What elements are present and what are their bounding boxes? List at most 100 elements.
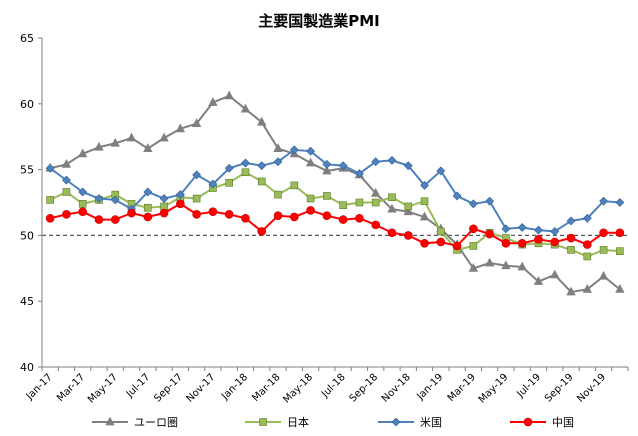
- series-line: [49, 94, 621, 294]
- data-point: [388, 193, 396, 202]
- data-point: [517, 238, 527, 248]
- legend-label: 米国: [420, 416, 442, 429]
- x-tick-label: May-18: [281, 372, 315, 406]
- data-point: [501, 260, 511, 270]
- data-point: [306, 206, 315, 215]
- data-point: [290, 181, 299, 190]
- data-point: [143, 143, 153, 152]
- data-point: [550, 237, 560, 247]
- legend-label: 中国: [552, 416, 574, 429]
- data-point: [94, 215, 104, 224]
- data-point: [322, 165, 332, 175]
- data-point: [566, 216, 576, 226]
- series-3: [45, 199, 625, 251]
- data-point: [371, 157, 381, 167]
- data-point: [257, 116, 267, 126]
- data-point: [436, 237, 446, 247]
- data-point: [224, 163, 234, 173]
- data-point: [501, 224, 511, 234]
- data-point: [599, 246, 608, 254]
- data-point: [355, 213, 364, 223]
- data-point: [420, 238, 429, 248]
- data-point: [175, 190, 185, 200]
- data-point: [257, 227, 267, 236]
- legend: ユーロ圏 日本 米国 中国: [92, 415, 574, 429]
- x-tick-label: Jul-17: [124, 372, 153, 401]
- data-point: [452, 241, 462, 251]
- data-point: [566, 233, 576, 243]
- data-point: [387, 203, 397, 213]
- data-point: [78, 187, 88, 197]
- data-point: [126, 132, 137, 142]
- data-point: [598, 270, 609, 280]
- y-tick-label: 45: [20, 295, 34, 308]
- data-point: [144, 203, 152, 212]
- legend-label: 日本: [287, 415, 309, 429]
- x-tick-label: Nov-18: [380, 372, 413, 405]
- data-point: [339, 201, 347, 209]
- data-point: [240, 103, 251, 113]
- data-point: [534, 235, 543, 244]
- data-point: [241, 158, 250, 168]
- data-point: [420, 180, 429, 190]
- data-point: [208, 179, 218, 189]
- y-tick-label: 55: [20, 164, 34, 177]
- data-point: [582, 213, 592, 223]
- data-point: [550, 227, 560, 236]
- data-point: [468, 199, 478, 209]
- x-tick-label: Mar-18: [250, 372, 282, 404]
- data-point: [143, 212, 153, 222]
- data-point: [469, 224, 478, 234]
- data-point: [241, 213, 250, 223]
- data-point: [533, 276, 544, 285]
- data-point: [78, 207, 87, 217]
- data-point: [582, 284, 592, 293]
- series-0: [45, 90, 625, 296]
- data-point: [615, 284, 625, 293]
- data-point: [192, 170, 202, 180]
- data-point: [274, 190, 282, 199]
- data-point: [176, 199, 185, 209]
- data-point: [338, 161, 348, 171]
- data-point: [615, 228, 625, 238]
- data-point: [403, 231, 413, 240]
- data-point: [208, 97, 218, 106]
- data-point: [468, 262, 479, 272]
- data-point: [257, 177, 266, 186]
- chart-title: 主要国製造業PMI: [258, 12, 380, 30]
- y-tick-label: 60: [20, 98, 34, 111]
- data-point: [371, 187, 381, 197]
- data-point: [371, 198, 380, 207]
- x-tick-label: Jul-19: [514, 372, 543, 401]
- x-tick-label: Jan-19: [414, 372, 445, 403]
- data-point: [583, 252, 592, 261]
- legend-item: 米国: [378, 416, 442, 429]
- data-point: [273, 143, 283, 152]
- data-point: [583, 240, 592, 249]
- data-point: [485, 229, 494, 239]
- y-tick-label: 50: [20, 229, 34, 242]
- data-point: [322, 211, 332, 220]
- data-point: [62, 210, 71, 219]
- data-point: [191, 118, 202, 127]
- x-tick-label: Sep-17: [152, 372, 185, 405]
- series-layer: [45, 90, 625, 296]
- x-tick-label: Nov-19: [575, 372, 608, 405]
- data-point: [61, 158, 72, 168]
- data-point: [289, 145, 299, 155]
- data-point: [273, 157, 283, 167]
- data-point: [419, 211, 430, 221]
- data-point: [110, 215, 120, 224]
- data-point: [225, 178, 233, 187]
- data-point: [273, 211, 283, 220]
- data-point: [436, 166, 446, 176]
- data-point: [323, 192, 331, 200]
- data-point: [78, 148, 88, 158]
- data-point: [484, 257, 495, 267]
- data-point: [616, 247, 624, 255]
- data-point: [485, 196, 495, 206]
- data-point: [110, 195, 120, 205]
- x-tick-label: Nov-17: [185, 372, 218, 405]
- legend-marker: [391, 417, 401, 427]
